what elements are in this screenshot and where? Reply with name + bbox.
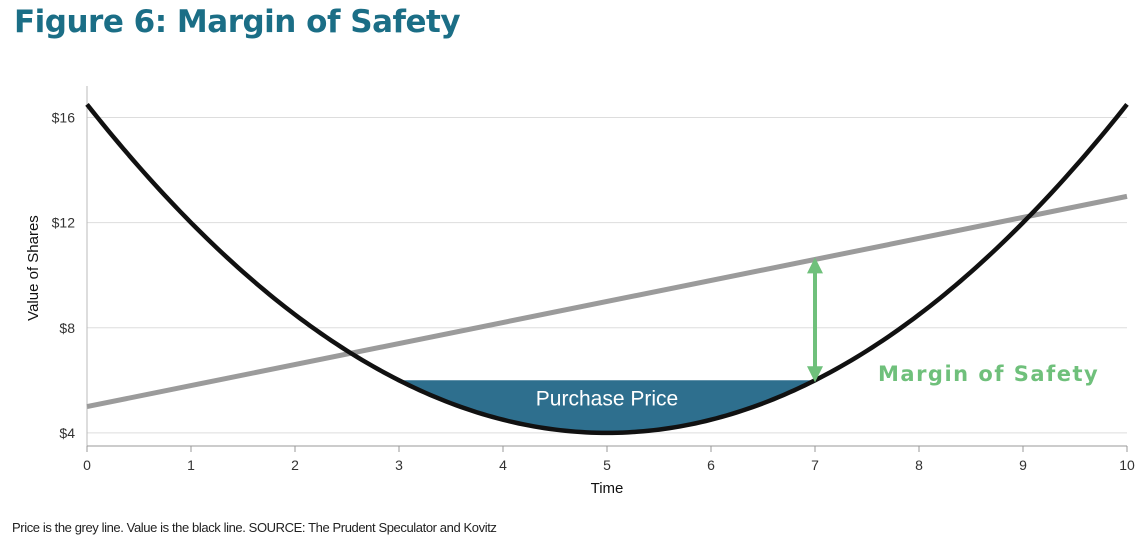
x-tick-label: 6 [707, 457, 715, 473]
x-tick-label: 9 [1019, 457, 1027, 473]
y-tick-label: $16 [52, 110, 76, 126]
margin-of-safety-chart: $4 $8 $12 $16 0 1 2 3 4 5 6 7 8 9 10 Time Value of Share… [25, 86, 1135, 497]
x-tick-label: 2 [291, 457, 299, 473]
figure-caption: Price is the grey line. Value is the bla… [12, 520, 497, 535]
margin-of-safety-label: Margin of Safety [878, 362, 1099, 386]
x-tick-label: 1 [187, 457, 195, 473]
x-tick-label: 3 [395, 457, 403, 473]
x-tick-label: 0 [83, 457, 91, 473]
y-tick-label: $8 [59, 320, 75, 336]
margin-of-safety-arrowhead-top [807, 257, 823, 274]
x-tick-label: 8 [915, 457, 923, 473]
y-tick-label: $4 [59, 425, 75, 441]
x-tick-label: 4 [499, 457, 507, 473]
x-tick-label: 10 [1119, 457, 1135, 473]
price-line [86, 193, 1128, 410]
value-curve [85, 102, 1129, 436]
x-axis-label: Time [591, 480, 624, 497]
margin-of-safety-arrowhead-bottom [807, 366, 823, 383]
y-axis-label: Value of Shares [25, 215, 42, 321]
purchase-price-area [399, 380, 815, 433]
purchase-price-label: Purchase Price [536, 387, 678, 410]
figure-title: Figure 6: Margin of Safety [14, 4, 461, 40]
x-tick-label: 7 [811, 457, 819, 473]
x-tick-label: 5 [603, 457, 611, 473]
y-tick-label: $12 [52, 215, 76, 231]
